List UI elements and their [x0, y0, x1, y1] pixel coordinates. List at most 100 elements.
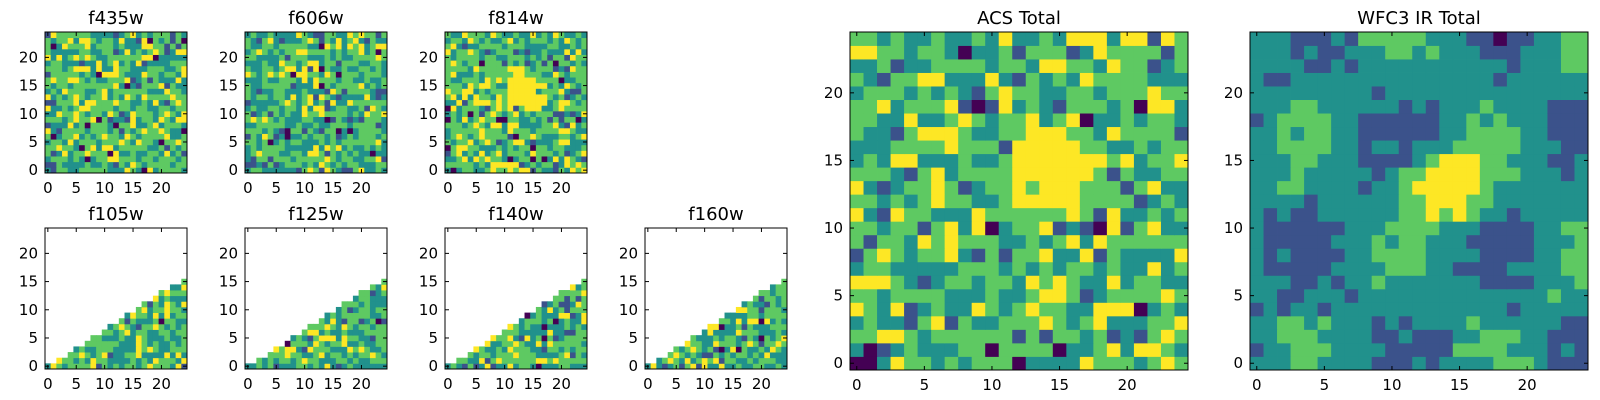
heatmap-cell — [1385, 329, 1400, 344]
heatmap-cell — [1560, 86, 1575, 100]
heatmap-cell — [130, 77, 137, 84]
heatmap-cell — [1174, 113, 1189, 128]
heatmap-cell — [141, 156, 148, 163]
heatmap-cell — [564, 122, 571, 129]
heatmap-cell — [124, 94, 131, 101]
heatmap-cell — [764, 352, 771, 359]
heatmap-cell — [541, 77, 548, 84]
heatmap-cell — [904, 194, 918, 209]
heatmap-cell — [524, 48, 531, 55]
heatmap-cell — [1358, 207, 1373, 222]
heatmap-cell — [724, 323, 731, 330]
heatmap-cell — [1025, 126, 1040, 141]
heatmap-cell — [1250, 194, 1264, 209]
heatmap-cell — [1277, 194, 1291, 209]
heatmap-cell — [273, 127, 280, 134]
heatmap-cell — [501, 133, 508, 140]
heatmap-cell — [1277, 86, 1291, 100]
heatmap-cell — [256, 37, 263, 44]
heatmap-cell — [147, 37, 154, 44]
heatmap-cell — [530, 60, 537, 67]
heatmap-cell — [1425, 207, 1440, 222]
heatmap-cell — [1039, 113, 1054, 128]
heatmap-cell — [850, 329, 864, 344]
heatmap-cell — [107, 357, 114, 364]
heatmap-cell — [56, 37, 63, 44]
heatmap-cell — [747, 323, 754, 330]
heatmap-cell — [1025, 207, 1040, 222]
heatmap-cell — [1506, 356, 1521, 371]
heatmap-cell — [1385, 167, 1400, 182]
heatmap-cell — [369, 65, 377, 72]
heatmap-cell — [301, 340, 308, 347]
heatmap-cell — [169, 167, 177, 174]
heatmap-cell — [1452, 153, 1467, 168]
heatmap-cell — [998, 86, 1013, 100]
heatmap-cell — [450, 99, 457, 106]
heatmap-cell — [1344, 342, 1359, 357]
heatmap-cell — [262, 357, 269, 364]
heatmap-cell — [1304, 275, 1318, 290]
axes-frame — [444, 227, 588, 370]
heatmap-cell — [375, 150, 382, 157]
heatmap-cell — [1466, 194, 1481, 209]
heatmap-cell — [50, 77, 57, 84]
heatmap-cell — [1506, 234, 1521, 249]
heatmap-cell — [296, 340, 303, 347]
heatmap-cell — [62, 43, 69, 50]
heatmap-cell — [90, 167, 97, 174]
heatmap-cell — [1066, 194, 1081, 209]
heatmap-cell — [456, 167, 463, 174]
heatmap-cell — [1317, 153, 1332, 168]
heatmap-cell — [696, 363, 703, 370]
heatmap-cell — [1250, 113, 1264, 128]
heatmap-cell — [904, 248, 918, 263]
heatmap-cell — [524, 122, 531, 129]
heatmap-cell — [158, 295, 165, 302]
heatmap-cell — [67, 48, 74, 55]
heatmap-cell — [530, 48, 537, 55]
heatmap-cell — [507, 133, 514, 140]
heatmap-cell — [130, 161, 137, 168]
heatmap-cell — [56, 363, 63, 370]
heatmap-cell — [245, 94, 252, 101]
heatmap-cell — [284, 352, 291, 359]
heatmap-cell — [1466, 99, 1481, 114]
heatmap-cell — [284, 156, 291, 163]
heatmap-cell — [262, 99, 269, 106]
heatmap-cell — [730, 318, 737, 325]
heatmap-cell — [1344, 194, 1359, 209]
heatmap-cell — [547, 37, 554, 44]
heatmap-cell — [381, 127, 388, 134]
heatmap-cell — [1106, 288, 1121, 303]
heatmap-cell — [781, 352, 788, 359]
heatmap-cell — [581, 346, 588, 353]
heatmap-cell — [724, 312, 731, 319]
heatmap-cell — [917, 99, 932, 114]
heatmap-cell — [352, 65, 359, 72]
heatmap-cell — [581, 329, 588, 336]
heatmap-cell — [456, 60, 463, 67]
heatmap-cell — [175, 105, 182, 112]
heatmap-cell — [1533, 302, 1548, 317]
heatmap-cell — [313, 139, 320, 146]
heatmap-cell — [324, 54, 331, 61]
heatmap-cell — [1066, 86, 1081, 100]
heatmap-cell — [998, 302, 1013, 317]
heatmap-cell — [118, 99, 125, 106]
heatmap-cell — [90, 43, 97, 50]
heatmap-cell — [79, 88, 86, 95]
heatmap-cell — [284, 363, 291, 370]
heatmap-cell — [152, 133, 159, 140]
heatmap-cell — [1079, 86, 1094, 100]
heatmap-cell — [1106, 153, 1121, 168]
heatmap-cell — [679, 352, 686, 359]
heatmap-cell — [284, 48, 291, 55]
heatmap-cell — [330, 77, 337, 84]
heatmap-cell — [135, 306, 142, 313]
heatmap-cell — [1133, 140, 1148, 155]
heatmap-cell — [50, 133, 57, 140]
heatmap-cell — [1066, 113, 1081, 128]
heatmap-cell — [301, 99, 308, 106]
heatmap-cell — [358, 77, 365, 84]
